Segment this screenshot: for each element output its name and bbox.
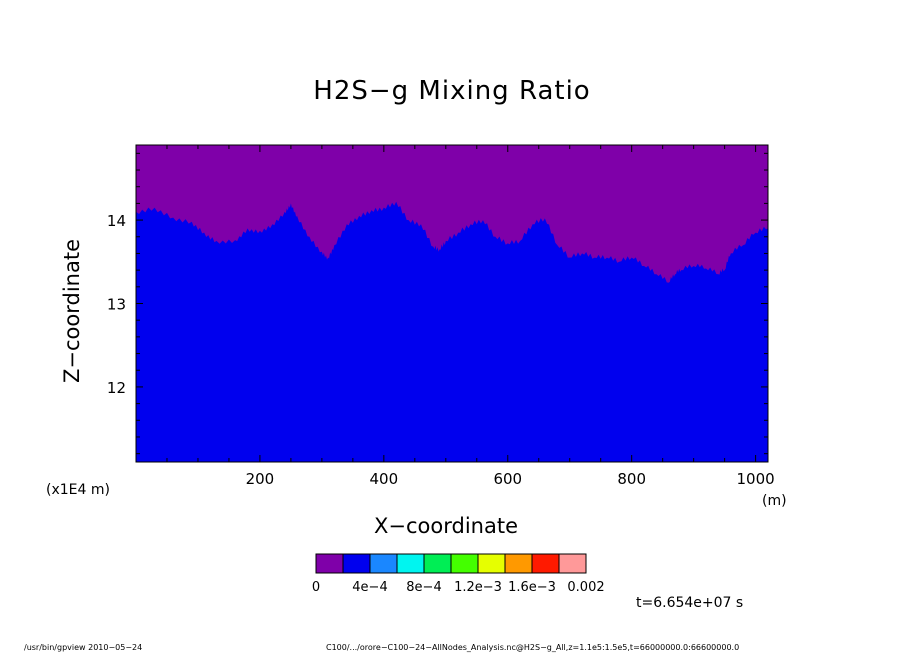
x-scale-note: (x1E4 m) xyxy=(46,482,110,498)
colorbar-swatch xyxy=(504,553,533,574)
lower-band xyxy=(136,201,768,462)
colorbar-level-label: 8e−4 xyxy=(406,580,441,595)
colorbar-level-label: 1.6e−3 xyxy=(508,580,556,595)
chart-title: H2S−g Mixing Ratio xyxy=(313,76,591,106)
x-tick-label: 400 xyxy=(370,470,399,488)
footer-source: C100/.../orore−C100−24−AllNodes_Analysis… xyxy=(326,643,740,652)
colorbar-swatch xyxy=(558,553,587,574)
y-axis-label: Z−coordinate xyxy=(60,239,84,383)
y-tick-label: 12 xyxy=(107,379,126,397)
colorbar-swatch xyxy=(396,553,425,574)
x-tick-label: 800 xyxy=(617,470,646,488)
colorbar-swatch xyxy=(315,553,344,574)
y-tick-label: 14 xyxy=(107,212,126,230)
x-tick-label: 1000 xyxy=(737,470,775,488)
colorbar-swatch xyxy=(423,553,452,574)
x-unit-label: (m) xyxy=(762,493,787,509)
x-tick-label: 200 xyxy=(246,470,275,488)
colorbar-swatch xyxy=(369,553,398,574)
colorbar-swatch xyxy=(477,553,506,574)
colorbar: 0 4e−4 8e−4 1.2e−3 1.6e−3 0.002 xyxy=(312,553,605,595)
axes: 200 400 600 800 1000 12 13 14 xyxy=(107,144,775,488)
colorbar-level-label: 0 xyxy=(312,580,320,595)
time-label: t=6.654e+07 s xyxy=(636,595,744,611)
colorbar-level-label: 1.2e−3 xyxy=(454,580,502,595)
colorbar-level-label: 4e−4 xyxy=(352,580,387,595)
x-tick-label: 600 xyxy=(493,470,522,488)
footer-program: /usr/bin/gpview 2010−05−24 xyxy=(24,643,143,652)
x-axis-label: X−coordinate xyxy=(374,514,518,538)
contour-fill xyxy=(136,145,768,462)
colorbar-swatch xyxy=(342,553,371,574)
colorbar-level-label: 0.002 xyxy=(567,580,604,595)
colorbar-swatch xyxy=(531,553,560,574)
colorbar-swatch xyxy=(450,553,479,574)
y-tick-label: 13 xyxy=(107,296,126,314)
